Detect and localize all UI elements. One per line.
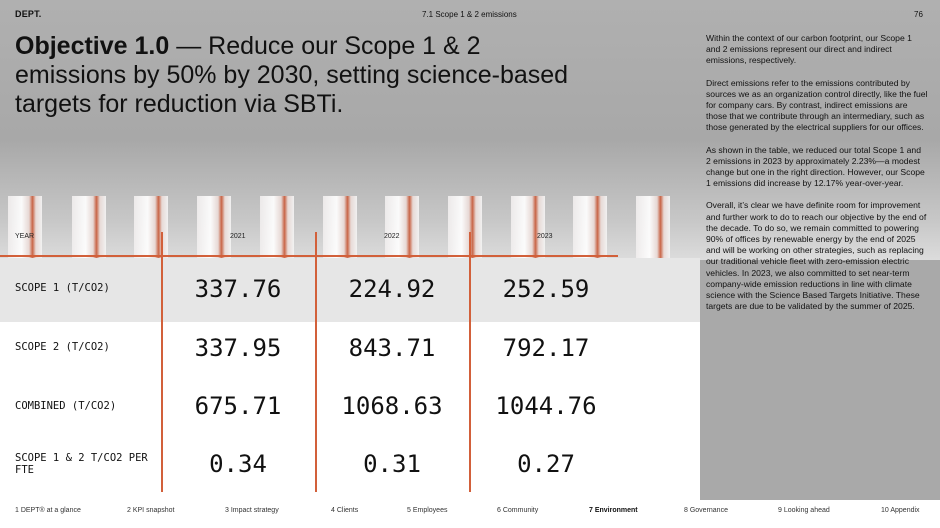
row-label: SCOPE 1 & 2 T/CO2 PER FTE	[15, 452, 148, 476]
body-paragraph: Direct emissions refer to the emissions …	[706, 77, 928, 133]
nav-link-appendix[interactable]: 10 Appendix	[881, 507, 920, 514]
value-2021: 337.76	[194, 275, 282, 303]
row-label: COMBINED (T/CO2)	[15, 400, 117, 412]
header-year: YEAR	[15, 233, 35, 240]
footer-nav: 1 DEPT® at a glance 2 KPI snapshot 3 Imp…	[0, 500, 940, 528]
nav-link-clients[interactable]: 4 Clients	[331, 507, 359, 514]
table-row: SCOPE 1 & 2 T/CO2 PER FTE 0.34 0.31 0.27	[0, 440, 700, 500]
table-row: SCOPE 1 (T/CO2) 337.76 224.92 252.59	[0, 260, 700, 320]
decorative-stripe	[8, 196, 42, 260]
decorative-stripe	[573, 196, 607, 260]
value-2022: 0.31	[363, 450, 421, 478]
body-paragraph: Overall, it’s clear we have definite roo…	[706, 200, 927, 312]
header-2022: 2022	[384, 233, 400, 240]
nav-link-at-a-glance[interactable]: 1 DEPT® at a glance	[15, 507, 81, 514]
table-header-row: YEAR 2021 2022 2023	[15, 233, 615, 255]
value-2023: 0.27	[517, 450, 575, 478]
header-2023: 2023	[537, 233, 553, 240]
table-body-bg	[0, 322, 700, 500]
nav-link-environment[interactable]: 7 Environment	[589, 507, 638, 514]
decorative-stripe	[260, 196, 294, 260]
body-text: Within the context of our carbon footpri…	[706, 33, 928, 323]
nav-link-governance[interactable]: 8 Governance	[684, 507, 728, 514]
dept-logo: DEPT.	[15, 9, 42, 19]
decorative-stripe	[511, 196, 545, 260]
decorative-stripe	[323, 196, 357, 260]
column-divider	[161, 232, 163, 492]
decorative-stripe	[72, 196, 106, 260]
table-row: COMBINED (T/CO2) 675.71 1068.63 1044.76	[0, 380, 700, 440]
objective-headline: Objective 1.0 — Reduce our Scope 1 & 2 e…	[15, 32, 575, 119]
value-2022: 843.71	[348, 334, 436, 362]
value-2022: 1068.63	[341, 392, 443, 420]
nav-link-looking-ahead[interactable]: 9 Looking ahead	[778, 507, 830, 514]
value-2023: 792.17	[502, 334, 590, 362]
body-paragraph: Within the context of our carbon footpri…	[706, 33, 912, 66]
value-2023: 252.59	[502, 275, 590, 303]
value-2022: 224.92	[348, 275, 436, 303]
row-label: SCOPE 2 (T/CO2)	[15, 341, 110, 353]
objective-text: — Reduce our Scope 1 & 2 emissions by 50…	[15, 32, 569, 118]
section-title: 7.1 Scope 1 & 2 emissions	[422, 10, 517, 19]
row-label: SCOPE 1 (T/CO2)	[15, 282, 110, 294]
decorative-stripe	[385, 196, 419, 260]
value-2023: 1044.76	[495, 392, 597, 420]
nav-link-kpi-snapshot[interactable]: 2 KPI snapshot	[127, 507, 175, 514]
nav-link-community[interactable]: 6 Community	[497, 507, 539, 514]
decorative-stripe	[636, 196, 670, 260]
header-divider	[0, 255, 618, 257]
decorative-stripe	[448, 196, 482, 260]
value-2021: 0.34	[209, 450, 267, 478]
column-divider	[469, 232, 471, 492]
header-2021: 2021	[230, 233, 246, 240]
row-highlight	[0, 258, 700, 322]
value-2021: 675.71	[194, 392, 282, 420]
page-number: 76	[914, 10, 923, 19]
decorative-stripes	[0, 196, 700, 260]
value-2021: 337.95	[194, 334, 282, 362]
nav-link-employees[interactable]: 5 Employees	[407, 507, 448, 514]
column-divider	[315, 232, 317, 492]
objective-label: Objective 1.0	[15, 32, 170, 60]
table-row: SCOPE 2 (T/CO2) 337.95 843.71 792.17	[0, 320, 700, 380]
decorative-stripe	[197, 196, 231, 260]
body-paragraph: As shown in the table, we reduced our to…	[706, 144, 925, 189]
nav-link-impact-strategy[interactable]: 3 Impact strategy	[225, 507, 279, 514]
